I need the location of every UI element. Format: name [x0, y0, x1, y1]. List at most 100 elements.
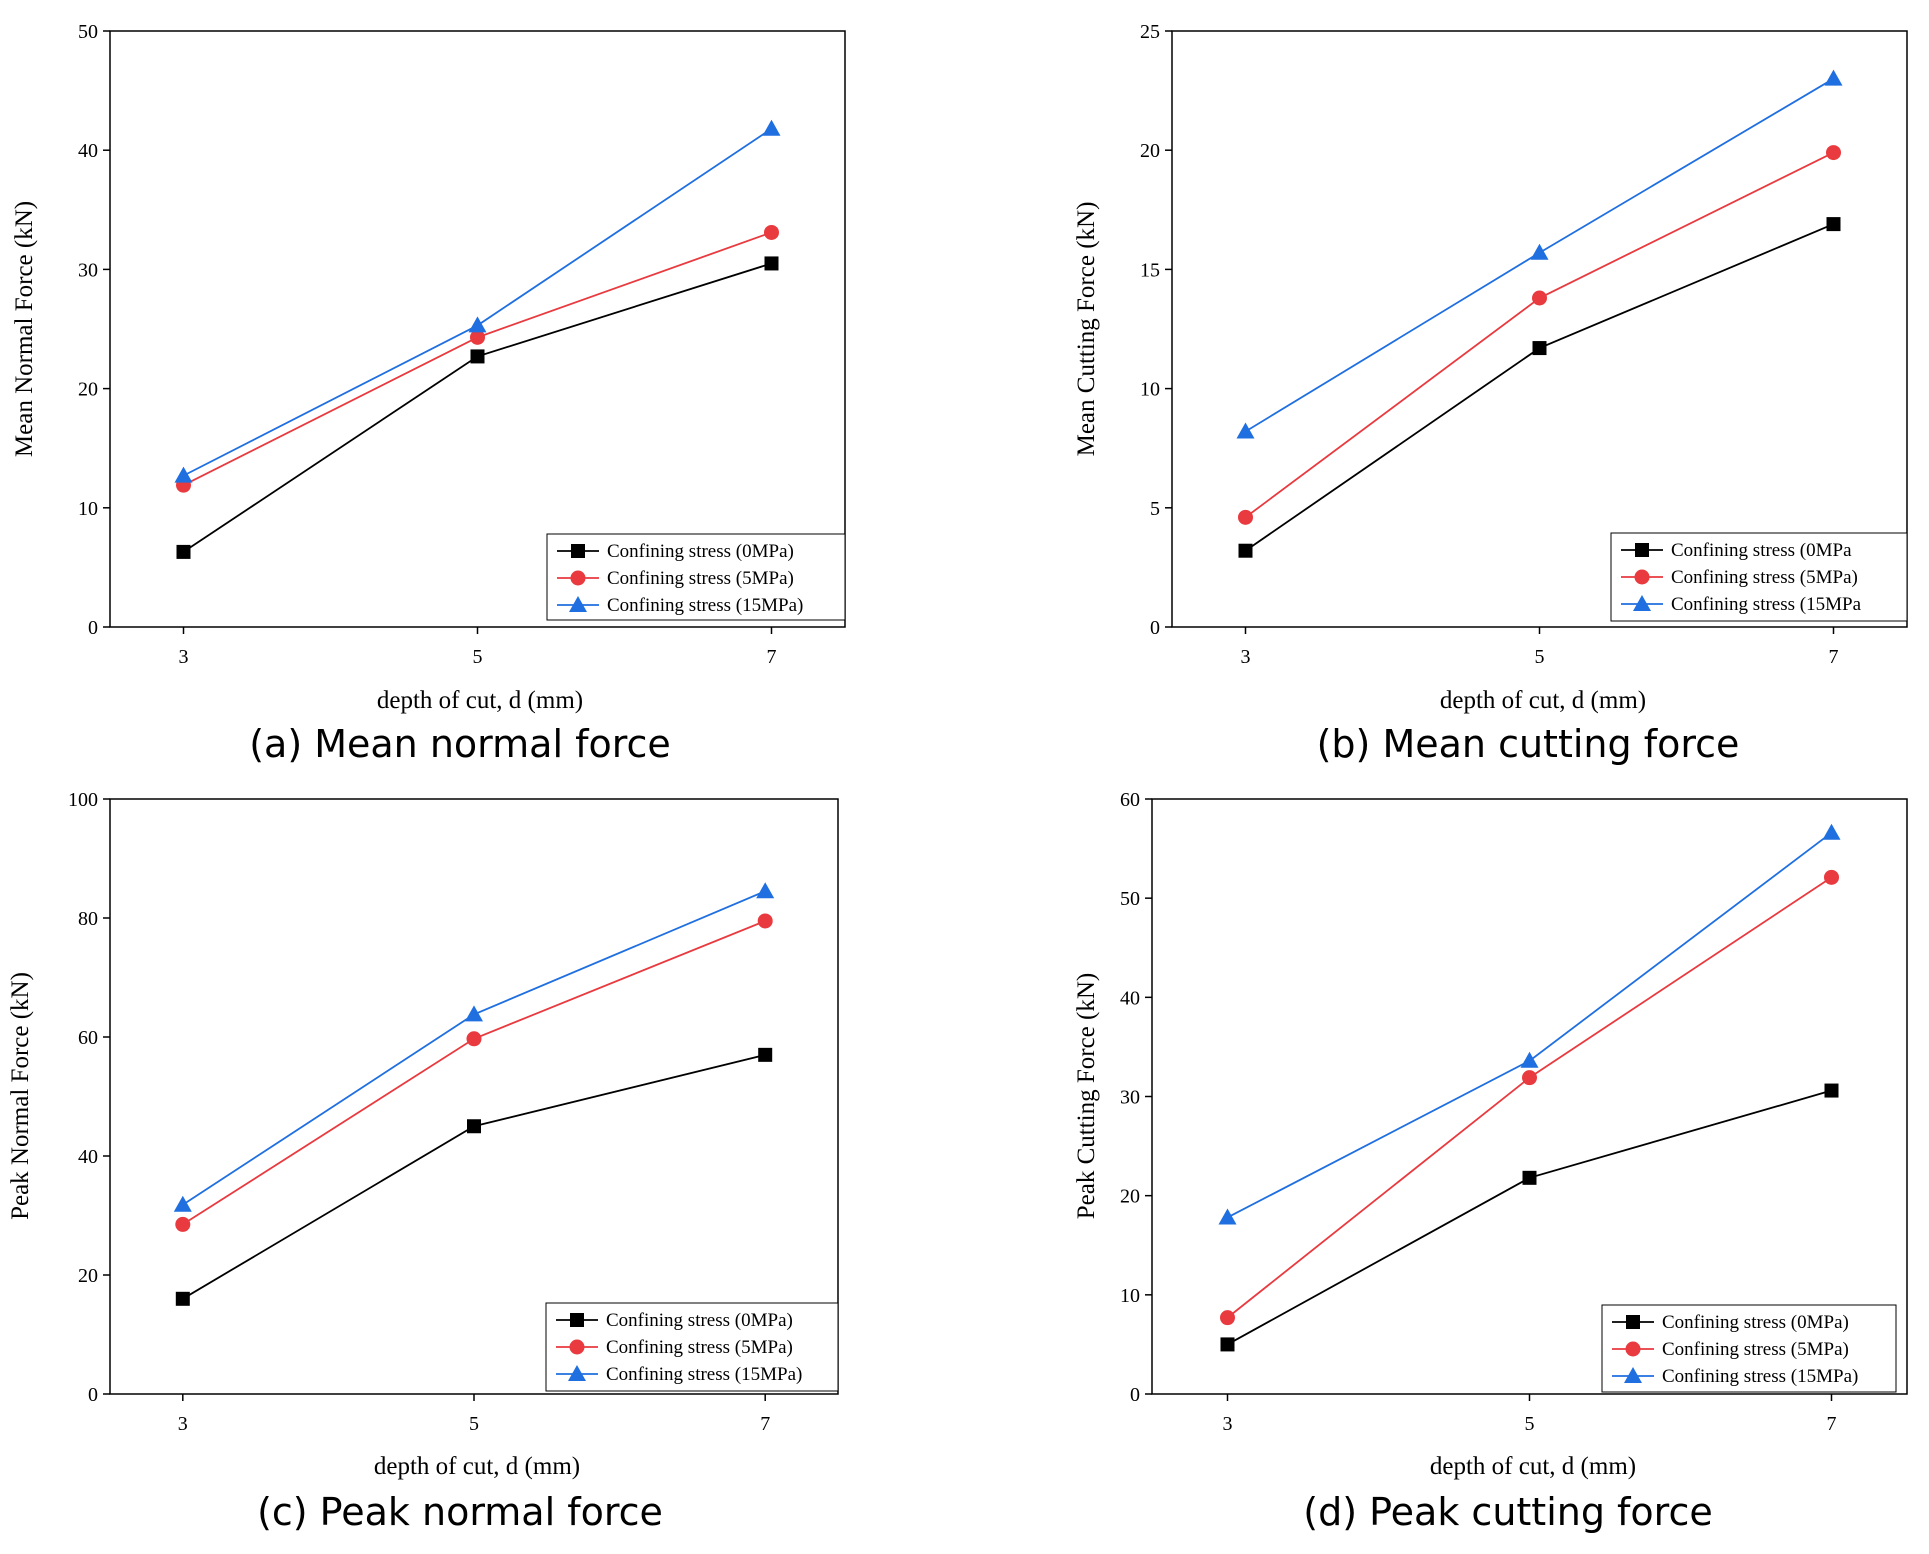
y-tick-label: 40	[78, 140, 98, 162]
panel-caption: (c) Peak normal force	[257, 1490, 663, 1534]
chart-panel-4: 0 10 20 30 40 50 60 3 5 7 depth of cut, d (mm) Peak…	[1073, 789, 1908, 1534]
legend-label: Confining stress (0MPa)	[1662, 1312, 1849, 1333]
x-tick-label: 5	[473, 646, 483, 668]
panel-caption: (b) Mean cutting force	[1317, 722, 1740, 766]
legend-label: Confining stress (5MPa)	[606, 1337, 793, 1358]
panel-caption: (a) Mean normal force	[249, 722, 671, 766]
legend-marker	[570, 1313, 584, 1327]
data-point-s3-1	[174, 466, 193, 483]
chart-panel-2: 0 5 10 15 20 25 3 5 7 depth of cut, d (mm) Mean Cu…	[1073, 21, 1908, 766]
x-tick-label: 7	[767, 646, 777, 668]
legend-label: Confining stress (0MPa	[1671, 540, 1852, 561]
legend: Confining stress (0MPa) Confining stress …	[1601, 1304, 1897, 1393]
data-point-s3-2	[1520, 1051, 1539, 1068]
data-point-s3-3	[1822, 823, 1841, 840]
x-tick-label: 5	[1535, 646, 1545, 668]
data-point-s2-1	[1238, 509, 1253, 525]
data-point-s2-1	[1220, 1310, 1235, 1326]
series-line-1	[1244, 223, 1834, 552]
data-point-s1-3	[764, 256, 779, 271]
y-tick-label: 0	[88, 1384, 98, 1406]
data-point-s3-1	[173, 1195, 192, 1212]
legend-marker	[1635, 543, 1649, 557]
legend-marker	[569, 1339, 585, 1355]
panel-caption: (d) Peak cutting force	[1303, 1490, 1712, 1534]
y-tick-label: 10	[1120, 1285, 1140, 1307]
data-point-s3-3	[756, 882, 775, 899]
legend-label: Confining stress (15MPa)	[606, 1364, 802, 1385]
legend: Confining stress (0MPa) Confining stress …	[546, 533, 846, 621]
data-point-s2-3	[764, 224, 779, 240]
x-axis-title: depth of cut, d (mm)	[374, 1453, 580, 1480]
y-tick-label: 60	[78, 1027, 98, 1049]
data-point-s2-2	[470, 329, 485, 345]
y-tick-label: 40	[78, 1146, 98, 1168]
y-axis-title: Mean Cutting Force (kN)	[1073, 202, 1100, 457]
y-tick-label: 10	[78, 498, 98, 520]
data-point-s2-2	[466, 1031, 482, 1047]
series-line-1	[182, 1053, 766, 1300]
y-tick-label: 60	[1120, 789, 1140, 811]
y-axis-title: Mean Normal Force (kN)	[11, 201, 38, 457]
y-axis-title: Peak Cutting Force (kN)	[1073, 973, 1100, 1219]
legend-marker	[1624, 1367, 1642, 1383]
chart-panel-1: 0 10 20 30 40 50 3 5 7 depth of cut, d (mm) Mean N…	[11, 21, 846, 766]
data-point-s2-1	[175, 1216, 191, 1232]
y-tick-label: 0	[1150, 617, 1160, 639]
legend-label: Confining stress (15MPa)	[607, 595, 803, 616]
x-tick-label: 3	[1223, 1413, 1233, 1435]
x-tick-label: 3	[179, 646, 189, 668]
series-line-3	[1227, 831, 1833, 1219]
series-line-2	[1226, 876, 1832, 1319]
legend-label: Confining stress (0MPa)	[606, 1310, 793, 1331]
x-tick-label: 5	[1525, 1413, 1535, 1435]
legend-marker	[568, 1365, 586, 1381]
data-point-s1-1	[1220, 1337, 1235, 1352]
data-point-s2-2	[1532, 290, 1547, 306]
legend-label: Confining stress (5MPa)	[1662, 1339, 1849, 1360]
y-tick-label: 80	[78, 908, 98, 930]
legend-marker	[1626, 1315, 1640, 1329]
x-tick-label: 3	[1241, 646, 1251, 668]
data-point-s2-3	[757, 913, 773, 929]
y-tick-label: 5	[1150, 498, 1160, 520]
data-point-s3-2	[1530, 243, 1549, 260]
legend-label: Confining stress (15MPa)	[1662, 1366, 1858, 1387]
data-point-s1-3	[758, 1047, 773, 1062]
y-tick-label: 20	[78, 1265, 98, 1287]
y-tick-label: 20	[1140, 140, 1160, 162]
data-point-s3-3	[1824, 69, 1843, 86]
data-point-s1-2	[470, 349, 485, 364]
x-tick-label: 7	[760, 1413, 770, 1435]
data-point-s3-2	[468, 316, 487, 333]
legend-marker	[569, 596, 587, 612]
legend-label: Confining stress (15MPa	[1671, 594, 1862, 615]
series-line-1	[183, 262, 772, 553]
data-point-s1-2	[1532, 341, 1547, 356]
legend-marker	[1625, 1341, 1641, 1357]
y-tick-label: 40	[1120, 987, 1140, 1009]
data-point-s1-1	[176, 544, 191, 559]
y-tick-label: 50	[1120, 888, 1140, 910]
data-point-s2-2	[1522, 1070, 1537, 1086]
legend-label: Confining stress (5MPa)	[1671, 567, 1858, 588]
data-point-s1-1	[1238, 543, 1253, 558]
data-point-s3-1	[1236, 422, 1255, 439]
legend: Confining stress (0MPa Confining stress (…	[1610, 532, 1908, 622]
legend-label: Confining stress (0MPa)	[607, 541, 794, 562]
y-tick-label: 0	[1130, 1384, 1140, 1406]
y-tick-label: 15	[1140, 259, 1160, 281]
y-tick-label: 50	[78, 21, 98, 43]
data-point-s3-1	[1218, 1208, 1237, 1225]
x-tick-label: 7	[1827, 1413, 1837, 1435]
data-point-s2-3	[1826, 145, 1841, 161]
data-point-s1-3	[1824, 1083, 1839, 1098]
y-tick-label: 25	[1140, 21, 1160, 43]
series-line-2	[1244, 151, 1834, 519]
chart-panel-3: 0 20 40 60 80 100 3 5 7 depth of cut, d (mm) Peak …	[7, 789, 839, 1534]
legend: Confining stress (0MPa) Confining stress …	[545, 1302, 839, 1392]
data-point-s1-2	[1522, 1170, 1537, 1185]
series-line-3	[182, 890, 766, 1206]
legend-marker	[1634, 569, 1650, 585]
x-tick-label: 7	[1829, 646, 1839, 668]
